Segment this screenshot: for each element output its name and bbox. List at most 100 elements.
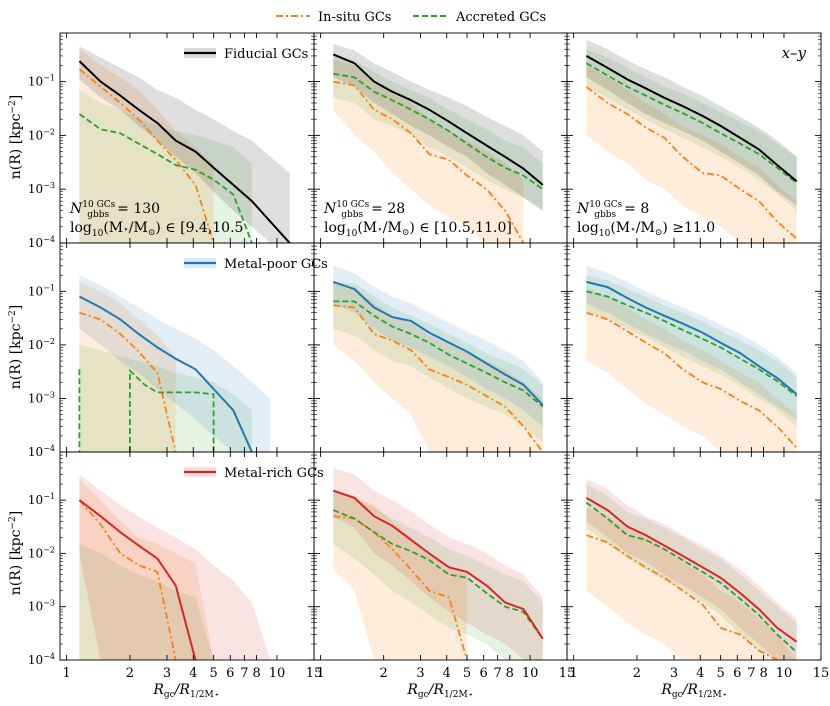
panel-r2-c2 bbox=[313, 242, 568, 453]
xtick-label: 3 bbox=[670, 666, 678, 681]
accreted-line bbox=[585, 62, 798, 184]
fiducial-band bbox=[586, 39, 797, 206]
accreted-line bbox=[333, 300, 544, 408]
xtick-label: 1 bbox=[316, 666, 324, 681]
plot-area bbox=[332, 468, 544, 660]
xtick-label: 8 bbox=[759, 666, 767, 681]
insitu-line bbox=[79, 311, 177, 452]
xlabel-col-1: Rgc/R1/2M⋆ bbox=[152, 682, 218, 700]
legend: In-situ GCs Accreted GCs bbox=[276, 10, 546, 25]
insitu-band bbox=[79, 281, 176, 452]
xlabel-col-2: Rgc/R1/2M⋆ bbox=[406, 682, 472, 700]
xtick-label: 5 bbox=[463, 666, 471, 681]
panels-grid: 10−4 10−3 10−2 10−1 Fiducial GCs N10 GCs gbbs =… bbox=[28, 32, 829, 681]
accreted-line bbox=[78, 113, 253, 243]
panel-r1-c1: 10−4 10−3 10−2 10−1 Fiducial GCs N10 GCs gbbs =… bbox=[28, 32, 315, 250]
insitu-band bbox=[586, 65, 797, 243]
annotation-ngcs: N10 GCs gbbs = 8 bbox=[576, 200, 649, 220]
insitu-band bbox=[333, 490, 467, 660]
xlabel-col-3: Rgc/R1/2M⋆ bbox=[660, 682, 726, 700]
projection-label: x–y bbox=[782, 44, 807, 62]
metalpoor-line bbox=[586, 280, 798, 395]
panel-r3-c3: 1 2 3 4 5 6 7 8 10 15 bbox=[566, 451, 829, 681]
series-legend-band bbox=[184, 467, 216, 477]
xtick-label: 1 bbox=[62, 666, 70, 681]
xtick-label: 6 bbox=[226, 666, 234, 681]
fiducial-line bbox=[78, 60, 291, 243]
y-axis-labels: n(R) [kpc−2] n(R) [kpc−2] n(R) [kpc−2] bbox=[8, 95, 24, 595]
plot-area bbox=[586, 265, 798, 452]
xtick-label: 15 bbox=[306, 666, 323, 681]
series-legend-label: Metal-poor GCs bbox=[224, 257, 328, 272]
annotation-mass-range: log10(M⋆/M⊙) ∈ [9.4,10.5 bbox=[70, 220, 243, 239]
insitu-band bbox=[586, 287, 797, 452]
accreted-band bbox=[586, 484, 797, 660]
insitu-line bbox=[333, 515, 468, 660]
xtick-label: 6 bbox=[733, 666, 741, 681]
xtick-label: 3 bbox=[416, 666, 424, 681]
annotation-ngcs: N10 GCs gbbs = 28 bbox=[323, 200, 405, 220]
fiducial-band bbox=[333, 44, 543, 211]
insitu-band bbox=[333, 281, 543, 452]
legend-accreted-label: Accreted GCs bbox=[455, 10, 546, 25]
series-legend-label: Fiducial GCs bbox=[224, 47, 308, 62]
ytick-label: 10−3 bbox=[28, 599, 55, 614]
insitu-line bbox=[585, 86, 798, 240]
metalpoor-band bbox=[333, 265, 543, 427]
plot-area bbox=[585, 478, 798, 660]
xtick-label: 2 bbox=[126, 666, 134, 681]
xtick-label: 4 bbox=[696, 666, 704, 681]
ylabel-row-1: n(R) [kpc−2] bbox=[8, 95, 24, 179]
plot-area bbox=[332, 44, 544, 243]
ytick-label: 10−3 bbox=[28, 390, 55, 405]
accreted-band bbox=[79, 544, 214, 660]
xtick-label: 10 bbox=[522, 666, 539, 681]
accreted-line bbox=[585, 501, 798, 653]
legend-insitu-label: In-situ GCs bbox=[318, 10, 391, 25]
metalrich-line bbox=[332, 489, 544, 640]
ytick-label: 10−1 bbox=[28, 283, 55, 298]
metalpoor-band bbox=[79, 275, 271, 452]
accreted-line bbox=[333, 72, 544, 190]
xtick-label: 15 bbox=[559, 666, 576, 681]
accreted-band bbox=[333, 55, 543, 211]
ytick-label: 10−3 bbox=[28, 181, 55, 196]
ytick-label: 10−2 bbox=[28, 545, 55, 560]
series-legend-label: Metal-rich GCs bbox=[224, 466, 324, 481]
xtick-label: 5 bbox=[717, 666, 725, 681]
insitu-band bbox=[79, 49, 214, 243]
xtick-label: 5 bbox=[210, 666, 218, 681]
x-axis-labels: Rgc/R1/2M⋆ Rgc/R1/2M⋆ Rgc/R1/2M⋆ bbox=[152, 682, 726, 700]
panel-r3-c2: 1 2 3 4 5 6 7 8 10 15 bbox=[313, 451, 576, 681]
xtick-label: 8 bbox=[506, 666, 514, 681]
plot-area bbox=[78, 275, 271, 452]
xtick-label: 10 bbox=[269, 666, 286, 681]
plot-area bbox=[332, 265, 544, 452]
annotation-ngcs: N10 GCs gbbs = 130 bbox=[69, 200, 160, 220]
xtick-label: 7 bbox=[747, 666, 755, 681]
xtick-label: 3 bbox=[163, 666, 171, 681]
ytick-label: 10−4 bbox=[28, 652, 55, 667]
accreted-band bbox=[586, 49, 797, 211]
annotation-mass-range: log10(M⋆/M⊙) ∈ [10.5,11.0] bbox=[324, 220, 512, 239]
accreted-band bbox=[79, 344, 252, 452]
metalrich-line bbox=[585, 497, 798, 643]
fiducial-line bbox=[585, 55, 798, 183]
ytick-label: 10−2 bbox=[28, 127, 55, 142]
insitu-line bbox=[586, 534, 778, 660]
accreted-band bbox=[79, 89, 252, 243]
xtick-label: 7 bbox=[240, 666, 248, 681]
fiducial-line bbox=[332, 53, 544, 186]
xtick-label: 4 bbox=[443, 666, 451, 681]
xtick-label: 8 bbox=[252, 666, 260, 681]
accreted-band bbox=[333, 490, 543, 660]
xtick-label: 1 bbox=[569, 666, 577, 681]
accreted-band bbox=[586, 275, 797, 427]
metalrich-band bbox=[79, 474, 271, 660]
series-legend-band bbox=[184, 258, 216, 268]
xtick-label: 4 bbox=[189, 666, 197, 681]
insitu-band bbox=[586, 508, 797, 660]
ylabel-row-3: n(R) [kpc−2] bbox=[8, 511, 24, 595]
